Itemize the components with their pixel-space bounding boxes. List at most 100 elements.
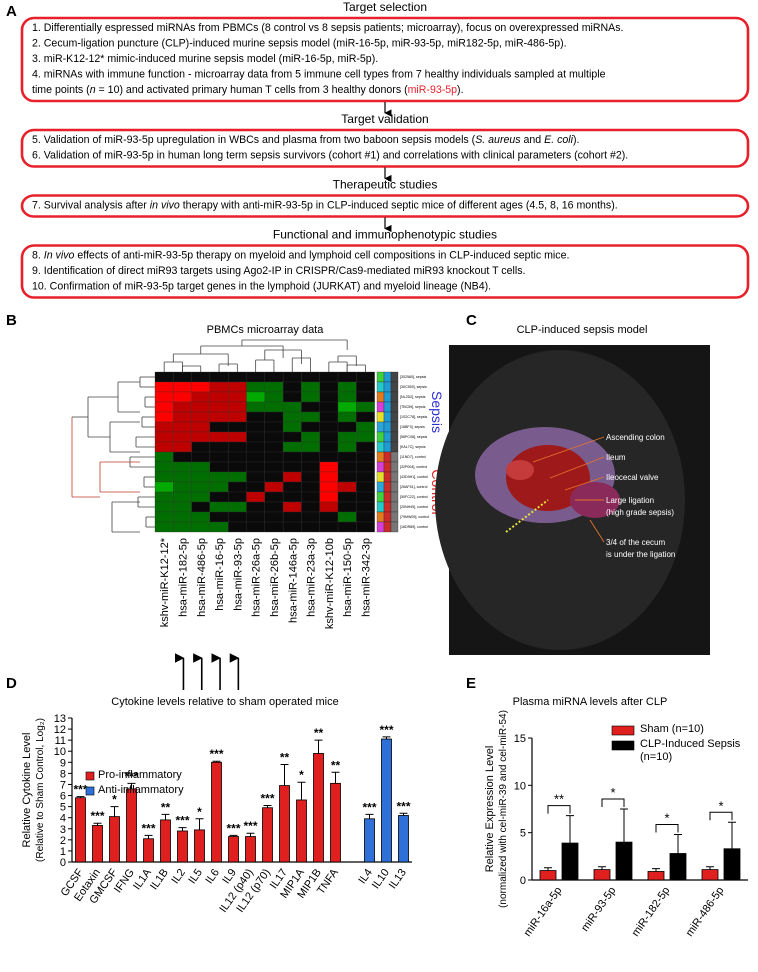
annotation-strip bbox=[390, 511, 399, 523]
error-bar bbox=[212, 760, 221, 763]
annotation-strip bbox=[383, 391, 392, 403]
legend-swatch bbox=[611, 725, 635, 736]
heatmap-cell bbox=[356, 411, 375, 423]
heatmap-cell bbox=[173, 491, 192, 503]
heatmap-cell bbox=[246, 481, 265, 493]
heatmap-cell bbox=[246, 401, 265, 413]
error-bar bbox=[297, 781, 306, 800]
heatmap-cell bbox=[282, 501, 302, 513]
y-tick-label: 4 bbox=[60, 813, 66, 825]
text-run: n bbox=[90, 84, 96, 96]
text-run: 10. Confirmation of miR-93-5p target gen… bbox=[32, 281, 491, 293]
heatmap-cell bbox=[191, 521, 211, 533]
item-text: 4. miRNAs with immune function - microar… bbox=[32, 69, 606, 81]
heatmap-cell bbox=[228, 451, 247, 463]
annotation-strip bbox=[390, 421, 399, 433]
heatmap-cell bbox=[264, 511, 284, 523]
heatmap-cell bbox=[264, 481, 284, 493]
error-bar bbox=[706, 866, 714, 870]
heatmap-cell bbox=[154, 521, 174, 533]
y-tick-label: 15 bbox=[514, 733, 526, 745]
significance-label: *** bbox=[175, 814, 189, 828]
heatmap-cell bbox=[264, 371, 284, 383]
heatmap-cell bbox=[319, 471, 339, 483]
significance-label: *** bbox=[362, 800, 376, 814]
annotation-strip bbox=[376, 391, 385, 403]
bar bbox=[262, 807, 273, 863]
heatmap-cell bbox=[173, 421, 192, 433]
section-heading: Target validation bbox=[341, 112, 428, 126]
heatmap-cell bbox=[228, 371, 247, 383]
y-tick-label: 10 bbox=[514, 780, 526, 792]
photo-annotation: Ileum bbox=[606, 453, 626, 462]
row-label: [20NH49], control bbox=[400, 505, 428, 509]
row-label: [TBC59], sepsis bbox=[400, 405, 426, 409]
significance-label: * bbox=[610, 785, 615, 800]
annotation-strip bbox=[383, 411, 392, 423]
bar bbox=[647, 871, 665, 881]
error-bar bbox=[178, 827, 187, 831]
heatmap-cell bbox=[228, 421, 247, 433]
row-label: [NL2D2], sepsis bbox=[400, 395, 426, 399]
heatmap-cell bbox=[356, 481, 375, 493]
heatmap-cell bbox=[228, 491, 247, 503]
heatmap-cell bbox=[356, 471, 375, 483]
bar bbox=[723, 848, 741, 881]
heatmap-cell bbox=[282, 521, 302, 533]
heatmap-cell bbox=[173, 431, 192, 443]
heatmap-cell bbox=[319, 381, 339, 393]
y-tick-label: 5 bbox=[520, 828, 526, 840]
heatmap-cell bbox=[154, 481, 174, 493]
heatmap-cell bbox=[301, 431, 320, 443]
text-run: ). bbox=[573, 134, 579, 146]
heatmap-cell bbox=[209, 471, 229, 483]
annotation-strip bbox=[383, 441, 392, 453]
bar bbox=[330, 782, 341, 863]
heatmap-cell bbox=[209, 371, 229, 383]
heatmap-cell bbox=[301, 441, 320, 453]
heatmap-cell bbox=[246, 521, 265, 533]
heatmap-cell bbox=[246, 431, 265, 443]
error-bar bbox=[399, 812, 408, 816]
error-bar bbox=[127, 782, 136, 789]
column-label: hsa-miR-182-5p bbox=[177, 538, 189, 617]
annotation-strip bbox=[390, 461, 399, 473]
heatmap-cell bbox=[191, 411, 211, 423]
annotation-strip bbox=[390, 471, 399, 483]
x-tick-label: IL1B bbox=[148, 867, 171, 892]
heatmap-cell bbox=[319, 401, 339, 413]
text-run: in vivo bbox=[150, 200, 180, 212]
heatmap-cell bbox=[246, 501, 265, 513]
heatmap-cell bbox=[264, 491, 284, 503]
heatmap-cell bbox=[191, 491, 211, 503]
heatmap-cell bbox=[173, 471, 192, 483]
x-tick-label: IL13 bbox=[387, 867, 409, 891]
heatmap-cell bbox=[337, 411, 357, 423]
annotation-pointer bbox=[564, 476, 605, 491]
bar bbox=[92, 825, 103, 863]
chart-title: PBMCs microarray data bbox=[207, 324, 325, 336]
annotation-strip bbox=[383, 371, 392, 383]
heatmap-cell bbox=[301, 391, 320, 403]
significance-label: * bbox=[664, 811, 669, 826]
text-run: 3. miR-K12-12* mimic-induced murine seps… bbox=[32, 53, 378, 65]
heatmap-cell bbox=[264, 431, 284, 443]
heatmap-cell bbox=[264, 521, 284, 533]
legend-label: CLP-Induced Sepsis (n=10) bbox=[640, 738, 741, 763]
row-label: [50FC22], control bbox=[400, 495, 428, 499]
bar bbox=[364, 818, 375, 863]
bar bbox=[539, 870, 557, 881]
heatmap-cell bbox=[319, 421, 339, 433]
item-text: time points (n = 10) and activated prima… bbox=[32, 84, 464, 96]
heatmap-cell bbox=[337, 441, 357, 453]
heatmap-cell bbox=[319, 511, 339, 523]
annotation-strip bbox=[376, 441, 385, 453]
error-bar bbox=[620, 808, 628, 843]
error-bar bbox=[280, 764, 289, 786]
heatmap-cell bbox=[246, 471, 265, 483]
error-bar bbox=[652, 868, 660, 872]
heatmap-cell bbox=[246, 371, 265, 383]
annotation-strip bbox=[383, 421, 392, 433]
column-label: hsa-miR-150-5p bbox=[342, 538, 354, 617]
heatmap-cell bbox=[319, 461, 339, 473]
